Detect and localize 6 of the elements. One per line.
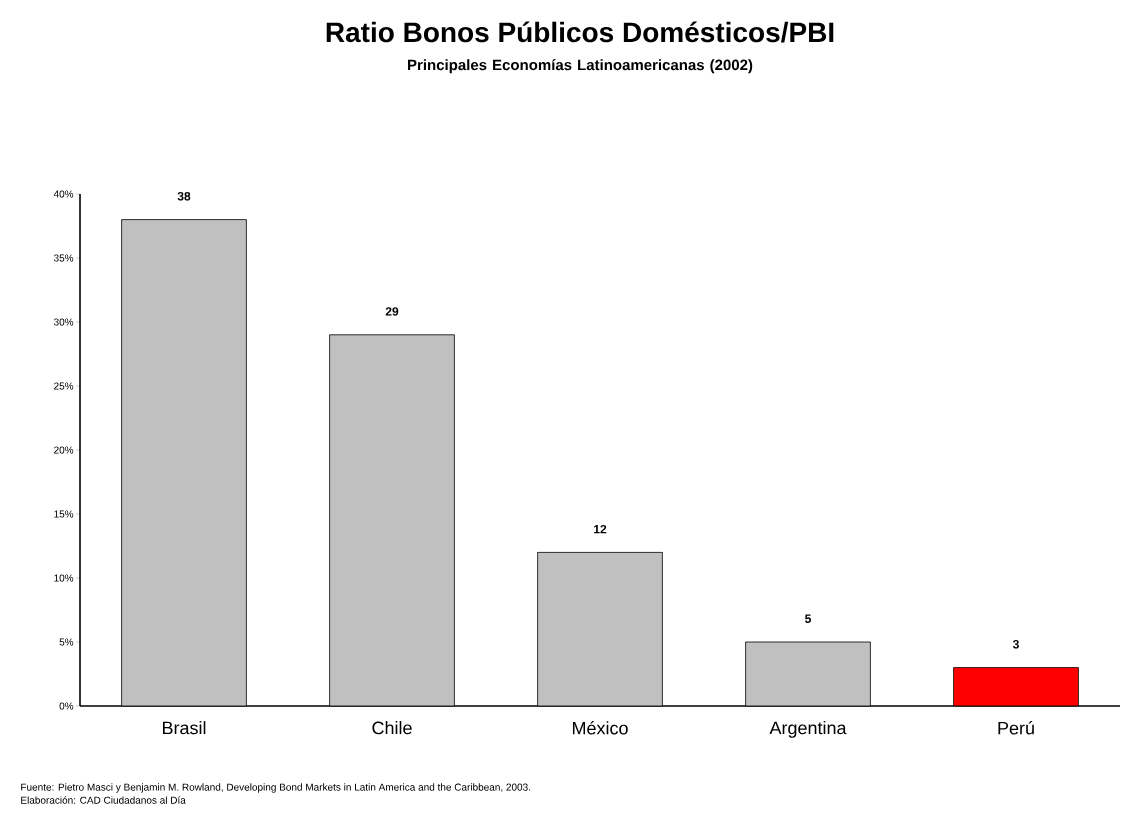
chart-title: Ratio Bonos Públicos Domésticos/PBI [326, 21, 834, 43]
x-tick-label: México [572, 721, 628, 735]
x-tick-label: Chile [372, 721, 412, 735]
x-tick-label: Argentina [769, 721, 847, 738]
x-tick-label: Brasil [162, 721, 206, 735]
x-tick-label: Perú [998, 721, 1034, 735]
